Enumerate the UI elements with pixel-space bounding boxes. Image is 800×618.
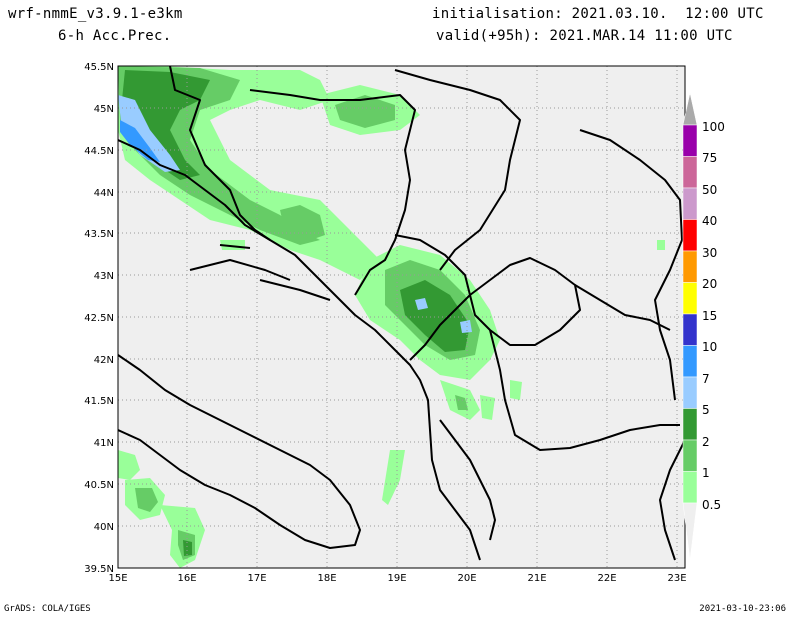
lat-label: 44N [94,188,114,199]
lat-label: 40N [94,522,114,533]
colorbar-label: 5 [702,403,710,417]
colorbar-swatch [682,124,698,157]
lat-label: 42.5N [84,313,114,324]
colorbar-swatch [682,376,698,409]
colorbar-label: 20 [702,277,717,291]
precip-cell-4 [382,450,405,505]
precip-cell-5 [480,395,495,420]
lat-label: 43.5N [84,229,114,240]
colorbar-label: 1 [702,466,710,480]
lon-label: 15E [108,573,127,584]
lat-label: 41.5N [84,396,114,407]
precip-cell-3 [455,395,468,410]
colorbar-swatch [682,408,698,441]
lon-label: 21E [527,573,546,584]
precip-central-heavy [400,280,470,352]
colorbar-label: 100 [702,120,725,134]
lat-label: 43N [94,271,114,282]
colorbar-bottom-arrow [682,502,698,561]
colorbar-swatch [682,313,698,346]
lon-label: 20E [457,573,476,584]
model-title: wrf-nmmE_v3.9.1-e3km [8,6,183,22]
precipitation-areas [118,66,665,568]
colorbar-swatch [682,156,698,189]
precip-central-blue [415,298,472,333]
colorbar-swatch [682,282,698,315]
footer-credit: GrADS: COLA/IGES [4,604,91,614]
colorbar-label: 0.5 [702,498,721,512]
precip-sw2-medium [135,488,158,512]
lat-label: 45.5N [84,62,114,73]
lon-label: 18E [317,573,336,584]
precip-cell-1 [280,205,325,242]
colorbar-label: 15 [702,309,717,323]
latitude-labels: 45.5N 45N 44.5N 44N 43.5N 43N 42.5N 42N … [84,62,114,575]
colorbar [682,92,698,561]
precip-cell-6 [510,380,522,400]
lon-label: 22E [597,573,616,584]
colorbar-swatch [682,187,698,220]
lon-label: 19E [387,573,406,584]
colorbar-swatch [682,439,698,472]
precip-north-medium [335,95,395,128]
precip-sw-light [118,450,140,480]
colorbar-label: 10 [702,340,717,354]
colorbar-label: 2 [702,435,710,449]
precip-nw-blue-light [118,95,180,172]
longitude-labels: 15E 16E 17E 18E 19E 20E 21E 22E 23E [108,573,686,584]
precip-right-edge [657,240,665,250]
lon-label: 16E [177,573,196,584]
lon-label: 17E [247,573,266,584]
colorbar-swatch [682,345,698,378]
valid-time: valid(+95h): 2021.MAR.14 11:00 UTC [436,28,733,44]
field-title: 6-h Acc.Prec. [58,28,172,44]
colorbar-label: 7 [702,372,710,386]
lon-label: 23E [667,573,686,584]
colorbar-swatch [682,219,698,252]
initialisation-time: initialisation: 2021.03.10. 12:00 UTC [432,6,764,22]
colorbar-swatch [682,250,698,283]
colorbar-label: 30 [702,246,717,260]
colorbar-labels: 100 75 50 40 30 20 15 10 7 5 2 1 0.5 [702,120,725,512]
lat-label: 41N [94,438,114,449]
precip-sw3-heavy [183,540,192,556]
colorbar-swatch [682,471,698,504]
coastlines-borders [118,66,685,561]
footer-timestamp: 2021-03-10-23:06 [699,604,786,614]
lat-label: 39.5N [84,564,114,575]
lat-label: 40.5N [84,480,114,491]
colorbar-label: 40 [702,214,717,228]
lat-label: 45N [94,104,114,115]
colorbar-label: 75 [702,151,717,165]
colorbar-label: 50 [702,183,717,197]
precip-nw-blue [120,120,160,162]
lat-label: 44.5N [84,146,114,157]
lat-label: 42N [94,355,114,366]
